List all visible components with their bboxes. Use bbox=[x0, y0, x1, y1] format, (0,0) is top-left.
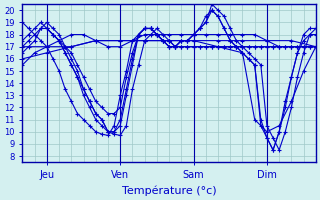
X-axis label: Température (°c): Température (°c) bbox=[122, 185, 216, 196]
